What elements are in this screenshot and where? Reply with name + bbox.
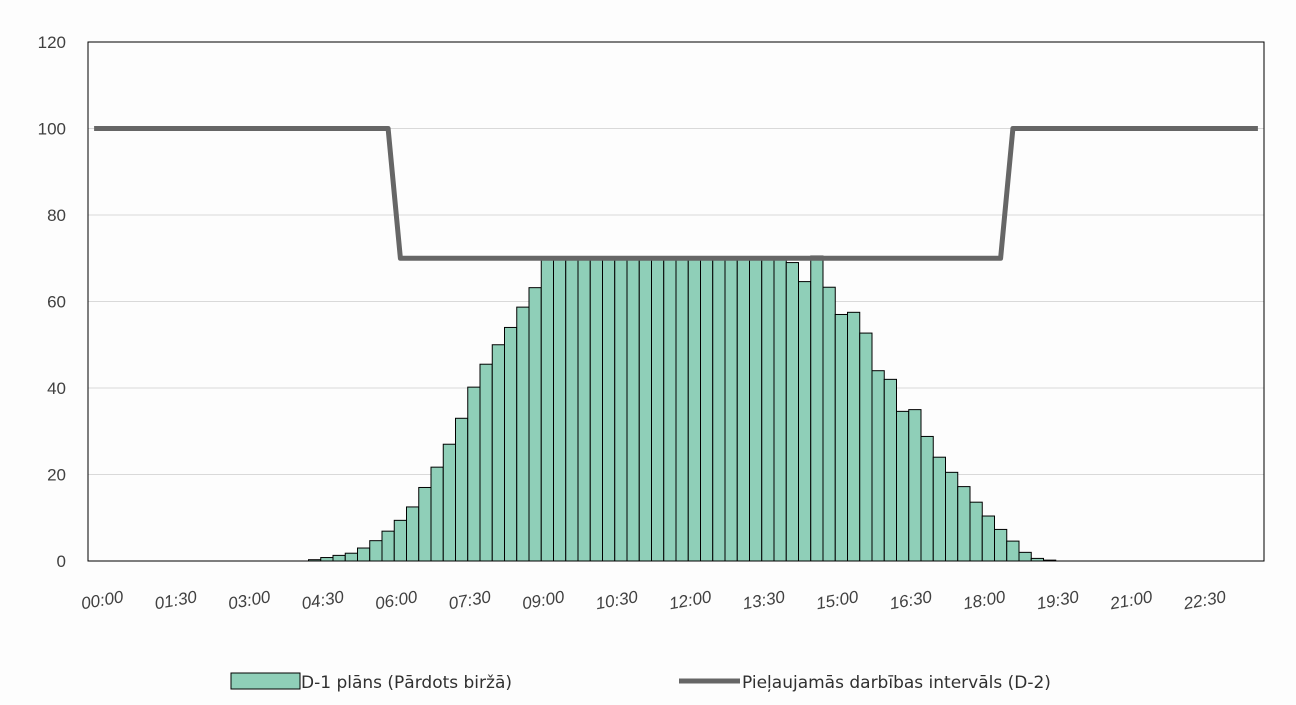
legend-label-line: Pieļaujamās darbības intervāls (D-2): [742, 673, 1051, 693]
bar: [932, 456, 946, 562]
bar: [455, 417, 469, 562]
y-tick-label: 120: [38, 33, 66, 52]
bar: [969, 501, 983, 562]
bar: [651, 257, 665, 562]
bar: [540, 257, 554, 562]
bar: [712, 257, 726, 562]
bar: [577, 257, 591, 562]
y-tick-label: 80: [47, 206, 66, 225]
bar: [589, 257, 603, 562]
bar-series: [308, 255, 1057, 562]
bar: [834, 313, 848, 562]
bar: [381, 530, 395, 562]
bar: [320, 557, 334, 562]
y-tick-label: 100: [38, 120, 66, 139]
bar: [749, 257, 763, 562]
y-tick-label: 20: [47, 466, 66, 485]
bar: [504, 326, 518, 562]
line-series-path: [94, 126, 1258, 261]
plot-frame: [87, 41, 1265, 562]
bar: [871, 370, 885, 562]
bar: [724, 257, 738, 562]
bar: [332, 554, 346, 562]
legend-label-bar: D-1 plāns (Pārdots biržā): [301, 673, 512, 693]
bar: [896, 410, 910, 562]
bar: [847, 311, 861, 562]
bar: [798, 281, 812, 562]
legend: D-1 plāns (Pārdots biržā) Pieļaujamās da…: [230, 672, 1051, 693]
bar: [479, 363, 493, 562]
bar: [675, 257, 689, 562]
bar: [981, 515, 995, 562]
bar: [736, 257, 750, 562]
y-tick-label: 40: [47, 379, 66, 398]
y-tick-label: 60: [47, 293, 66, 312]
bar: [406, 506, 420, 562]
legend-swatch-bar: [230, 672, 301, 690]
bar: [663, 257, 677, 562]
bar: [491, 344, 505, 562]
bar: [1018, 551, 1032, 562]
bar: [822, 286, 836, 562]
bar: [908, 409, 922, 562]
bar: [602, 257, 616, 562]
bar: [945, 471, 959, 562]
bar: [785, 262, 799, 562]
bar: [565, 257, 579, 562]
bar: [614, 257, 628, 562]
bar: [393, 519, 407, 562]
bar: [957, 486, 971, 562]
bar: [761, 257, 775, 562]
bar: [883, 378, 897, 562]
bar: [467, 386, 481, 562]
y-tick-label: 0: [57, 552, 66, 571]
bar: [418, 486, 432, 562]
bar: [553, 257, 567, 562]
bar: [700, 257, 714, 562]
bar: [357, 547, 371, 562]
bar: [810, 255, 824, 562]
bar: [773, 257, 787, 562]
bar: [920, 435, 934, 562]
line-series: [94, 126, 1258, 261]
bar: [344, 552, 358, 562]
bar: [687, 257, 701, 562]
bar: [626, 257, 640, 562]
bar: [638, 257, 652, 562]
bar: [528, 287, 542, 562]
bar: [859, 332, 873, 562]
bar: [516, 306, 530, 562]
bar: [430, 466, 444, 562]
bar: [1006, 540, 1020, 562]
bar: [994, 528, 1008, 562]
bar: [442, 443, 456, 562]
bar: [369, 540, 383, 562]
